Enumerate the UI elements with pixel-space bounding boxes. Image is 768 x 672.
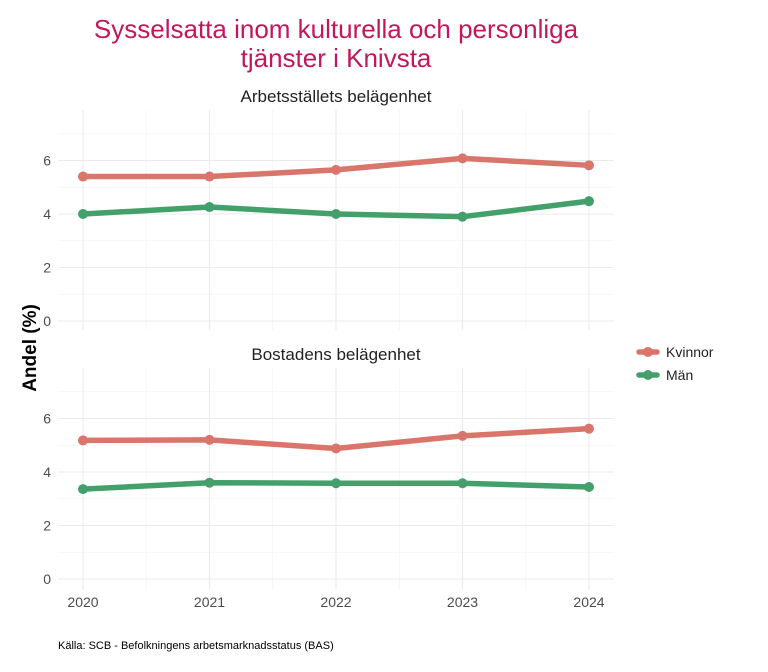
y-tick-label: 4 <box>43 464 51 480</box>
x-tick-label: 2022 <box>320 594 351 610</box>
x-tick-label: 2023 <box>447 594 478 610</box>
y-tick-label: 4 <box>43 206 51 222</box>
facet-title: Bostadens belägenhet <box>251 345 420 364</box>
data-point-kvinnor-2020 <box>78 435 88 446</box>
legend-key-point <box>643 370 653 380</box>
y-tick-label: 2 <box>43 518 51 534</box>
data-point-män-2020 <box>78 209 88 219</box>
data-point-män-2024 <box>584 481 594 492</box>
data-point-kvinnor-2022 <box>331 164 341 175</box>
data-point-män-2024 <box>584 196 594 207</box>
y-tick-label: 0 <box>43 313 51 329</box>
data-point-män-2023 <box>457 478 468 489</box>
legend: Kvinnor Män <box>636 344 714 383</box>
facet-panel-bostadens: Bostadens belägenhet 0 2 4 6 <box>43 345 614 590</box>
x-tick-label: 2024 <box>573 594 604 610</box>
y-tick-label: 2 <box>43 260 51 276</box>
x-tick-label: 2021 <box>194 594 225 610</box>
legend-key-point <box>643 347 653 357</box>
data-point-män-2023 <box>457 211 468 222</box>
chart-title-line-1: Sysselsatta inom kulturella och personli… <box>94 14 579 44</box>
legend-label-kvinnor: Kvinnor <box>666 344 714 360</box>
data-point-kvinnor-2023 <box>457 153 468 164</box>
data-point-män-2021 <box>204 202 215 213</box>
facet-panel-arbetsstallets: Arbetsställets belägenhet 0 2 4 6 <box>43 87 614 330</box>
data-point-kvinnor-2021 <box>204 434 215 445</box>
y-axis-title: Andel (%) <box>20 304 41 392</box>
y-tick-label: 6 <box>43 411 51 427</box>
legend-label-män: Män <box>666 367 693 383</box>
data-point-kvinnor-2024 <box>584 160 594 171</box>
data-point-kvinnor-2023 <box>457 430 468 441</box>
x-tick-label: 2020 <box>67 594 98 610</box>
data-point-kvinnor-2024 <box>584 423 594 434</box>
chart-title-line-2: tjänster i Knivsta <box>241 43 432 73</box>
source-caption: Källa: SCB - Befolkningens arbetsmarknad… <box>58 640 334 652</box>
facet-title: Arbetsställets belägenhet <box>241 87 432 106</box>
y-tick-label: 6 <box>43 153 51 169</box>
y-tick-label: 0 <box>43 571 51 587</box>
data-point-män-2022 <box>331 209 341 219</box>
data-point-män-2021 <box>204 477 215 488</box>
data-point-kvinnor-2022 <box>331 443 341 454</box>
data-point-män-2020 <box>78 484 88 495</box>
data-point-kvinnor-2021 <box>204 171 215 182</box>
data-point-kvinnor-2020 <box>78 171 88 182</box>
data-point-män-2022 <box>331 478 341 489</box>
